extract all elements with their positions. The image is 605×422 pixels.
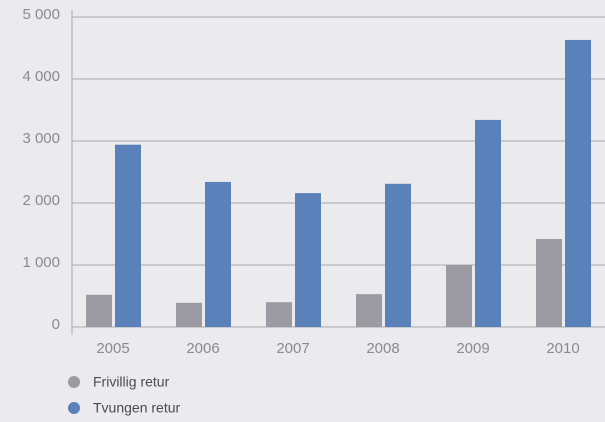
bar — [385, 183, 411, 327]
bar — [266, 302, 292, 327]
x-tick-label: 2005 — [96, 340, 129, 357]
bar — [115, 144, 141, 327]
bar — [475, 119, 501, 327]
bar — [446, 265, 472, 327]
y-tick-label: 2 000 — [22, 192, 60, 209]
legend-label: Tvungen retur — [93, 400, 180, 416]
bar — [86, 294, 112, 327]
y-tick-label: 4 000 — [22, 68, 60, 85]
y-tick-label: 0 — [52, 316, 60, 333]
x-tick-label: 2010 — [546, 340, 579, 357]
bar — [565, 39, 591, 327]
x-tick-label: 2006 — [186, 340, 219, 357]
bar — [295, 193, 321, 327]
bar — [356, 294, 382, 327]
y-tick-label: 1 000 — [22, 254, 60, 271]
x-tick-label: 2007 — [276, 340, 309, 357]
x-tick-label: 2008 — [366, 340, 399, 357]
legend-label: Frivillig retur — [93, 374, 170, 390]
y-tick-label: 5 000 — [22, 6, 60, 23]
y-tick-label: 3 000 — [22, 130, 60, 147]
legend-marker — [68, 402, 80, 414]
legend-marker — [68, 376, 80, 388]
bar — [205, 181, 231, 327]
bar — [536, 238, 562, 327]
bar — [176, 302, 202, 327]
x-tick-label: 2009 — [456, 340, 489, 357]
